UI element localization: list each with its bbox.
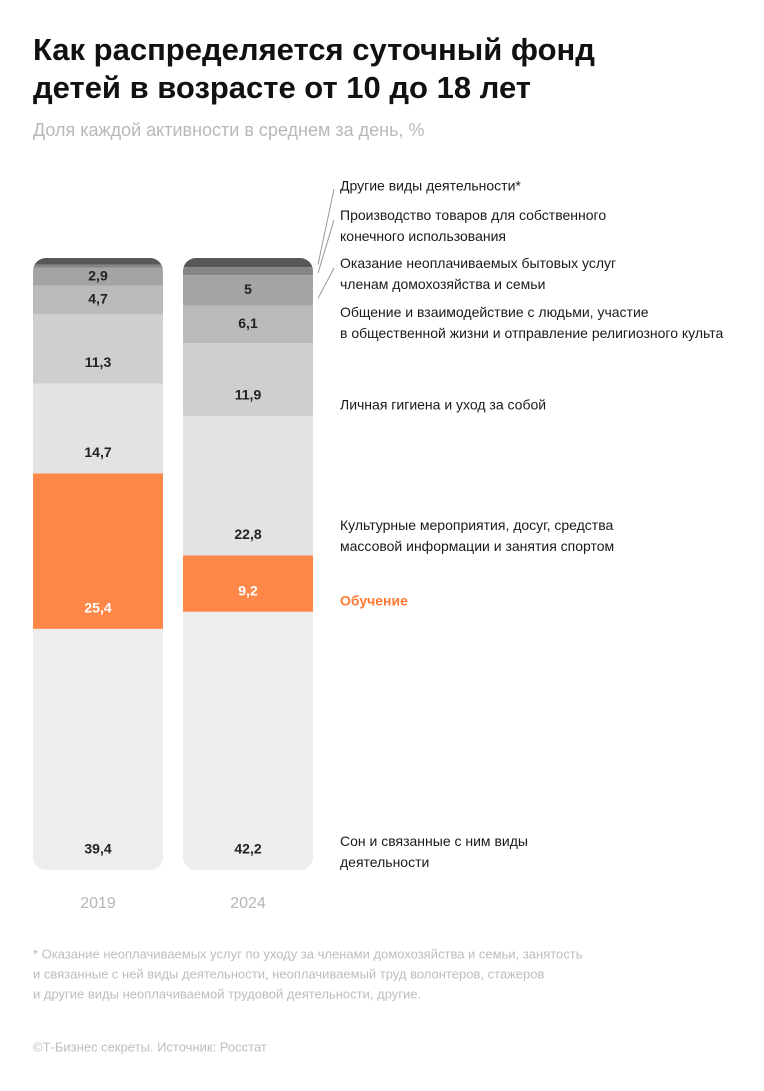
value-label: 25,4 [84, 600, 111, 616]
legend-label: Культурные мероприятия, досуг, средства м… [340, 517, 614, 554]
subtitle: Доля каждой активности в среднем за день… [33, 120, 424, 140]
bar-segment [183, 305, 313, 344]
footnote: и связанные с ней виды деятельности, нео… [33, 966, 544, 981]
legend-label: Оказание неоплачиваемых бытовых услуг чле… [340, 255, 616, 292]
value-label: 14,7 [84, 444, 111, 460]
legend-label: Общение и взаимодействие с людьми, участ… [340, 304, 723, 341]
value-label: 11,9 [235, 387, 262, 403]
value-label: 9,2 [238, 582, 258, 598]
bar-segment [33, 314, 163, 384]
bar-segment [183, 555, 313, 612]
legend-label: Производство товаров для собственного кон… [340, 207, 606, 244]
value-label: 39,4 [84, 841, 111, 857]
bar-segment [33, 383, 163, 474]
connectors [317, 188, 335, 299]
source: ©Т-Бизнес секреты. Источник: Росстат [33, 1039, 267, 1054]
chart-title: Как распределяется суточный фонд [33, 32, 595, 67]
bar-segment [183, 267, 313, 276]
bar-segment [183, 343, 313, 416]
footnote: и другие виды неоплачиваемой трудовой де… [33, 986, 421, 1001]
bar-segment [33, 258, 163, 265]
value-label: 11,3 [85, 354, 112, 370]
bar-segment [183, 611, 313, 870]
x-tick-label: 2024 [230, 895, 266, 912]
bar-group [33, 258, 163, 870]
bar-group [183, 258, 313, 870]
value-label: 2,9 [88, 267, 108, 283]
connector [317, 267, 335, 299]
legend-label: Другие виды деятельности* [340, 178, 521, 194]
legend-label: Личная гигиена и уход за собой [340, 397, 546, 413]
bar-segment [183, 415, 313, 556]
value-label: 5 [244, 281, 252, 297]
legend-label: Сон и связанные с ним виды деятельности [340, 833, 528, 870]
footnote: * Оказание неоплачиваемых услуг по уходу… [33, 946, 583, 961]
chart-title: детей в возрасте от 10 до 18 лет [33, 70, 531, 105]
bar-segment [33, 473, 163, 629]
bars [33, 258, 313, 870]
bar-segment [33, 267, 163, 286]
bar-segment [183, 275, 313, 306]
x-tick-label: 2019 [80, 895, 116, 912]
legend-label: Обучение [340, 593, 408, 609]
connector [317, 219, 335, 274]
value-label: 4,7 [88, 291, 108, 307]
value-label: 42,2 [234, 841, 261, 857]
connector [317, 188, 335, 265]
bar-segment [33, 628, 163, 870]
bar-segment [183, 258, 313, 268]
value-label: 6,1 [238, 315, 258, 331]
value-label: 22,8 [234, 526, 261, 542]
bar-segment [33, 285, 163, 315]
bar-segment [33, 264, 163, 268]
